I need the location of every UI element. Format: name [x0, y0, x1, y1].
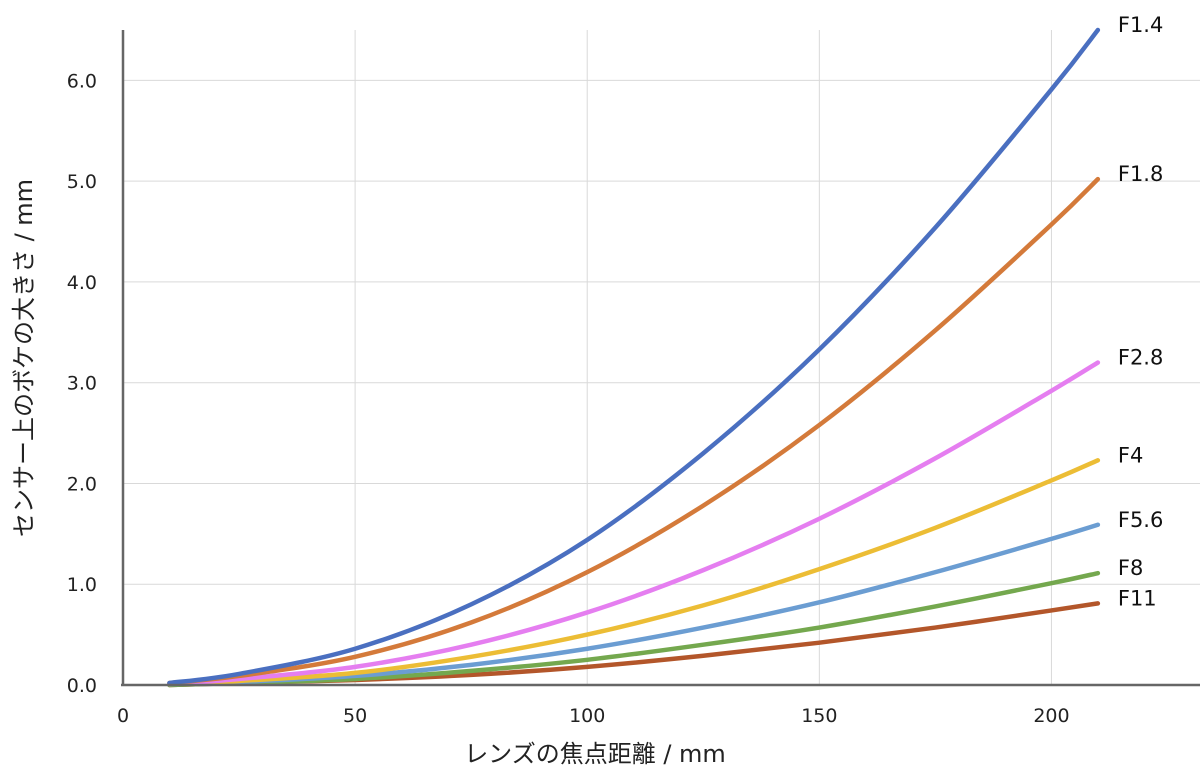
tick-labels: 0 50 100 150 200 0.0 1.0 2.0 3.0 4.0 5.0 6.0: [67, 70, 1070, 727]
series-line-f1-4: [167, 27, 1101, 686]
series-line-f4: [167, 458, 1101, 687]
x-tick-label: 100: [569, 705, 605, 727]
series-line-f8: [167, 570, 1101, 688]
series-labels: F1.4 F1.8 F2.8 F4 F5.6 F8 F11: [1118, 13, 1163, 610]
y-tick-label: 0.0: [67, 675, 97, 697]
series-label-f1-8: F1.8: [1118, 162, 1163, 186]
y-tick-label: 3.0: [67, 373, 97, 395]
series-label-f11: F11: [1118, 586, 1157, 610]
chart-series: [167, 27, 1101, 688]
y-tick-label: 1.0: [67, 574, 97, 596]
y-axis-title: センサー上のボケの大きさ / mm: [10, 179, 38, 537]
y-tick-label: 5.0: [67, 171, 97, 193]
x-axis-title: レンズの焦点距離 / mm: [464, 740, 726, 768]
series-line-f1-8: [167, 176, 1101, 686]
chart-axes: [121, 30, 1200, 687]
y-tick-label: 6.0: [67, 70, 97, 92]
x-tick-label: 150: [801, 705, 837, 727]
x-tick-label: 50: [343, 705, 367, 727]
y-tick-label: 2.0: [67, 473, 97, 495]
series-label-f2-8: F2.8: [1118, 346, 1163, 370]
y-tick-label: 4.0: [67, 272, 97, 294]
series-label-f1-4: F1.4: [1118, 13, 1163, 37]
series-label-f8: F8: [1118, 556, 1143, 580]
x-tick-label: 0: [117, 705, 129, 727]
x-tick-label: 200: [1033, 705, 1069, 727]
series-label-f4: F4: [1118, 443, 1143, 467]
series-line-f2-8: [167, 360, 1101, 687]
series-label-f5-6: F5.6: [1118, 508, 1163, 532]
